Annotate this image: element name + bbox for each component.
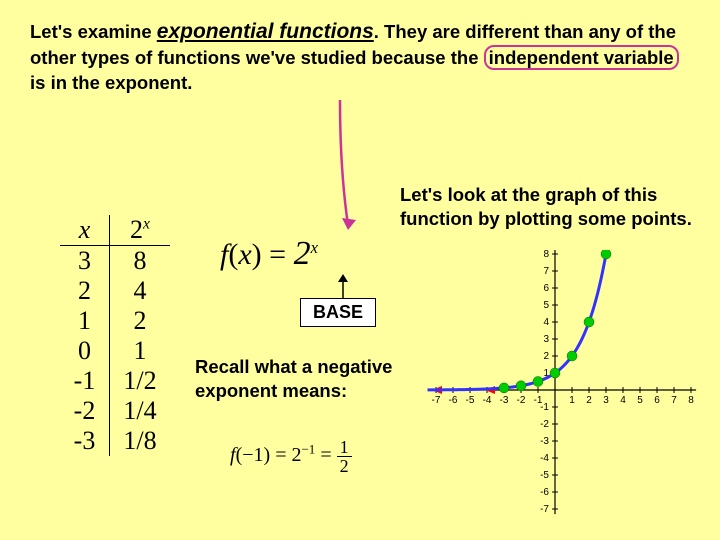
- exponential-graph: -7-6-5-4-3-2-112345678-7-6-5-4-3-2-11234…: [420, 250, 720, 540]
- svg-text:7: 7: [543, 266, 549, 277]
- svg-text:-7: -7: [540, 504, 549, 515]
- table-header-y: 2x: [110, 215, 170, 246]
- table-row: 24: [60, 276, 170, 306]
- svg-text:-2: -2: [517, 395, 526, 406]
- table-row: -31/8: [60, 426, 170, 456]
- intro-part1: Let's examine: [30, 21, 157, 42]
- svg-text:5: 5: [637, 395, 643, 406]
- value-table: x 2x 38241201-11/2-21/4-31/8: [60, 215, 170, 456]
- table-cell-x: 2: [60, 276, 110, 306]
- svg-text:-2: -2: [540, 419, 549, 430]
- table-header-x: x: [60, 215, 110, 246]
- svg-text:-1: -1: [540, 402, 549, 413]
- table-cell-y: 8: [110, 246, 170, 276]
- svg-text:-5: -5: [466, 395, 475, 406]
- table-row: 38: [60, 246, 170, 276]
- table-cell-y: 1/2: [110, 366, 170, 396]
- svg-text:3: 3: [543, 334, 549, 345]
- graph-description: Let's look at the graph of this function…: [400, 183, 720, 231]
- svg-text:2: 2: [543, 351, 549, 362]
- table-cell-y: 2: [110, 306, 170, 336]
- table-cell-y: 1: [110, 336, 170, 366]
- table-cell-x: -2: [60, 396, 110, 426]
- svg-text:-4: -4: [483, 395, 492, 406]
- svg-text:-6: -6: [449, 395, 458, 406]
- table-cell-y: 1/8: [110, 426, 170, 456]
- svg-text:2: 2: [586, 395, 592, 406]
- svg-text:1: 1: [569, 395, 575, 406]
- svg-text:8: 8: [688, 395, 694, 406]
- svg-text:-6: -6: [540, 487, 549, 498]
- main-formula: f(x) = 2x: [220, 235, 318, 273]
- table-row: -21/4: [60, 396, 170, 426]
- table-row: -11/2: [60, 366, 170, 396]
- svg-text:-5: -5: [540, 470, 549, 481]
- base-label: BASE: [300, 298, 376, 327]
- intro-title: exponential functions: [157, 20, 374, 43]
- table-cell-x: 0: [60, 336, 110, 366]
- table-cell-x: 3: [60, 246, 110, 276]
- table-cell-x: 1: [60, 306, 110, 336]
- svg-text:6: 6: [543, 283, 549, 294]
- base-arrow-icon: [333, 274, 353, 300]
- svg-text:4: 4: [543, 317, 549, 328]
- table-row: 12: [60, 306, 170, 336]
- svg-text:4: 4: [620, 395, 626, 406]
- intro-boxed: independent variable: [484, 45, 679, 70]
- svg-text:8: 8: [543, 250, 549, 260]
- table-cell-y: 1/4: [110, 396, 170, 426]
- svg-text:5: 5: [543, 300, 549, 311]
- svg-text:-3: -3: [540, 436, 549, 447]
- table-cell-y: 4: [110, 276, 170, 306]
- svg-text:-3: -3: [500, 395, 509, 406]
- recall-formula: f(−1) = 2−1 = 12: [230, 438, 352, 475]
- svg-text:7: 7: [671, 395, 677, 406]
- svg-text:3: 3: [603, 395, 609, 406]
- table-cell-x: -3: [60, 426, 110, 456]
- recall-text: Recall what a negative exponent means:: [195, 355, 415, 403]
- pointer-arrow: [250, 70, 400, 250]
- svg-text:6: 6: [654, 395, 660, 406]
- intro-part3: is in the exponent.: [30, 72, 192, 93]
- table-cell-x: -1: [60, 366, 110, 396]
- table-row: 01: [60, 336, 170, 366]
- svg-text:-7: -7: [432, 395, 441, 406]
- svg-text:-4: -4: [540, 453, 549, 464]
